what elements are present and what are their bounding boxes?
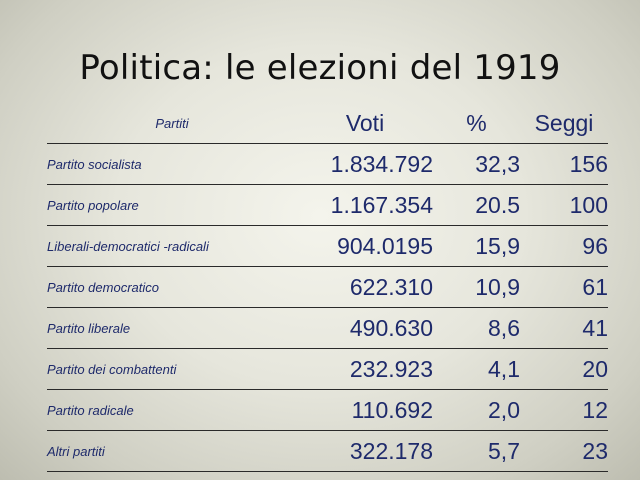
- votes-cell: 1.167.354: [297, 184, 433, 226]
- table-row: Partito dei combattenti 232.923 4,1 20: [47, 348, 608, 390]
- percent-cell: 32,3: [433, 143, 520, 185]
- party-name-cell: Partito popolare: [47, 184, 297, 226]
- votes-cell: 322.178: [297, 430, 433, 472]
- percent-cell: 20.5: [433, 184, 520, 226]
- votes-cell: 622.310: [297, 266, 433, 308]
- party-name-cell: Partito socialista: [47, 143, 297, 185]
- seats-cell: 12: [520, 389, 608, 431]
- percent-cell: 2,0: [433, 389, 520, 431]
- column-header-party: Partiti: [155, 116, 189, 131]
- votes-cell: 1.834.792: [297, 143, 433, 185]
- table-header-row: Partiti Voti % Seggi: [47, 104, 608, 144]
- percent-cell: 10,9: [433, 266, 520, 308]
- table-row: Partito radicale 110.692 2,0 12: [47, 389, 608, 431]
- table-row: Partito popolare 1.167.354 20.5 100: [47, 184, 608, 226]
- election-results-table: Partiti Voti % Seggi Partito socialista …: [47, 104, 608, 472]
- party-name-cell: Partito radicale: [47, 389, 297, 431]
- votes-cell: 232.923: [297, 348, 433, 390]
- percent-cell: 15,9: [433, 225, 520, 267]
- seats-cell: 20: [520, 348, 608, 390]
- column-header-votes: Voti: [345, 110, 385, 136]
- votes-cell: 110.692: [297, 389, 433, 431]
- slide-title: Politica: le elezioni del 1919: [79, 48, 561, 88]
- votes-cell: 490.630: [297, 307, 433, 349]
- seats-cell: 23: [520, 430, 608, 472]
- table-row: Partito socialista 1.834.792 32,3 156: [47, 143, 608, 185]
- party-name-cell: Partito dei combattenti: [47, 348, 297, 390]
- seats-cell: 100: [520, 184, 608, 226]
- table-row: Partito liberale 490.630 8,6 41: [47, 307, 608, 349]
- party-name-cell: Partito liberale: [47, 307, 297, 349]
- seats-cell: 156: [520, 143, 608, 185]
- percent-cell: 8,6: [433, 307, 520, 349]
- percent-cell: 5,7: [433, 430, 520, 472]
- table-row: Altri partiti 322.178 5,7 23: [47, 430, 608, 472]
- seats-cell: 61: [520, 266, 608, 308]
- column-header-percent: %: [466, 110, 487, 136]
- party-name-cell: Altri partiti: [47, 430, 297, 472]
- percent-cell: 4,1: [433, 348, 520, 390]
- table-row: Liberali-democratici -radicali 904.0195 …: [47, 225, 608, 267]
- column-header-seats: Seggi: [534, 110, 594, 136]
- table-row: Partito democratico 622.310 10,9 61: [47, 266, 608, 308]
- seats-cell: 41: [520, 307, 608, 349]
- seats-cell: 96: [520, 225, 608, 267]
- party-name-cell: Partito democratico: [47, 266, 297, 308]
- votes-cell: 904.0195: [297, 225, 433, 267]
- party-name-cell: Liberali-democratici -radicali: [47, 225, 297, 267]
